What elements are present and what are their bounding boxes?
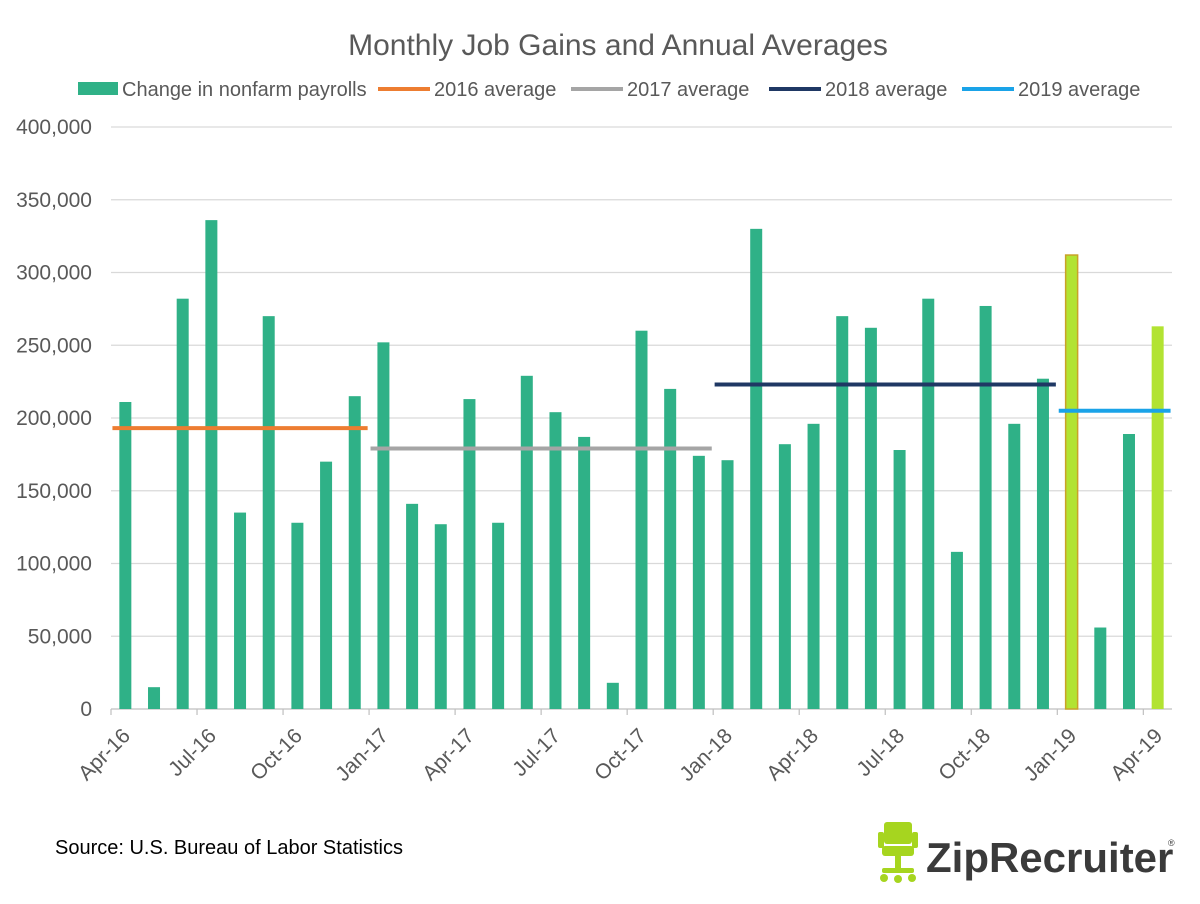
bar-Apr-18 — [807, 423, 820, 709]
bar-Jan-18 — [721, 460, 734, 709]
bar-Dec-18 — [1036, 378, 1049, 709]
source-note: Source: U.S. Bureau of Labor Statistics — [55, 837, 403, 859]
bar-Nov-16 — [320, 461, 333, 709]
average-lines — [112, 382, 1171, 451]
x-tick-label: Jan-19 — [1019, 724, 1081, 786]
bar-Jun-18 — [864, 327, 877, 709]
x-tick-label: Apr-17 — [418, 724, 479, 785]
y-tick-label: 250,000 — [16, 334, 92, 357]
ziprecruiter-logo: ZipRecruiter ® — [878, 822, 1175, 883]
bar-May-17 — [492, 522, 505, 709]
bar-Feb-18 — [750, 228, 763, 709]
bar-Oct-16 — [291, 522, 304, 709]
bar-Nov-18 — [1008, 423, 1021, 709]
y-tick-label: 200,000 — [16, 407, 92, 430]
y-tick-label: 350,000 — [16, 189, 92, 212]
y-tick-label: 400,000 — [16, 116, 92, 139]
bar-Oct-17 — [635, 330, 648, 709]
y-tick-label: 150,000 — [16, 480, 92, 503]
legend-label: 2017 average — [627, 79, 749, 101]
bar-Oct-18 — [979, 305, 992, 709]
x-tick-label: Oct-17 — [590, 724, 651, 785]
x-tick-label: Jan-17 — [331, 724, 393, 786]
x-tick-label: Jul-18 — [852, 724, 909, 781]
x-tick-label: Oct-16 — [246, 724, 307, 785]
x-tick-label: Apr-16 — [74, 724, 135, 785]
bar-Dec-17 — [692, 455, 705, 709]
y-tick-label: 100,000 — [16, 553, 92, 576]
legend-swatch — [78, 82, 118, 95]
bar-Sep-16 — [262, 316, 275, 709]
logo-registered-mark: ® — [1168, 838, 1175, 848]
x-tick-label: Jul-16 — [164, 724, 221, 781]
legend: Change in nonfarm payrolls 2016 average 20… — [78, 79, 1140, 101]
bar-Jul-16 — [205, 220, 218, 709]
bar-Mar-18 — [778, 444, 791, 709]
bar-Jun-16 — [176, 298, 189, 709]
x-tick-label: Oct-18 — [934, 724, 995, 785]
chart-title: Monthly Job Gains and Annual Averages — [348, 29, 888, 62]
bar-Jan-17 — [377, 342, 390, 709]
bar-Dec-16 — [348, 396, 361, 709]
y-axis: 0 50,000 100,000 150,000 200,000 250,000 300,0… — [16, 116, 92, 721]
bar-Mar-19 — [1122, 434, 1135, 709]
bar-Aug-16 — [234, 512, 247, 709]
bar-Mar-17 — [434, 524, 447, 709]
bar-Jul-17 — [549, 412, 562, 709]
x-tick-label: Apr-18 — [762, 724, 823, 785]
bar-Feb-19 — [1094, 627, 1107, 709]
bar-May-16 — [148, 687, 161, 709]
bar-Apr-17 — [463, 399, 476, 709]
legend-label: 2018 average — [825, 79, 947, 101]
bar-Jan-19 — [1064, 254, 1079, 710]
y-tick-label: 0 — [80, 698, 92, 721]
x-tick-label: Jan-18 — [675, 724, 737, 786]
logo-wordmark: ZipRecruiter — [926, 834, 1173, 881]
y-tick-label: 50,000 — [28, 625, 92, 648]
bar-Feb-17 — [406, 503, 419, 709]
bar-Apr-16 — [119, 401, 132, 709]
office-chair-icon — [878, 822, 918, 883]
legend-label: Change in nonfarm payrolls — [122, 79, 367, 101]
bar-Nov-17 — [664, 388, 677, 709]
x-axis: Apr-16 Jul-16 Oct-16 Jan-17 Apr-17 Jul-17 Oct-… — [74, 709, 1167, 786]
bar-Aug-17 — [578, 436, 591, 709]
x-tick-label: Jul-17 — [508, 724, 565, 781]
x-tick-label: Apr-19 — [1106, 724, 1167, 785]
bar-Apr-19 — [1151, 326, 1164, 709]
bar-Aug-18 — [922, 298, 935, 709]
bar-Jul-18 — [893, 450, 906, 709]
bar-Sep-17 — [606, 682, 619, 709]
bar-Jun-17 — [520, 375, 533, 709]
legend-label: 2019 average — [1018, 79, 1140, 101]
y-tick-label: 300,000 — [16, 262, 92, 285]
legend-label: 2016 average — [434, 79, 556, 101]
bar-May-18 — [836, 316, 849, 709]
bar-Sep-18 — [950, 551, 963, 709]
bar-series — [119, 220, 1164, 710]
